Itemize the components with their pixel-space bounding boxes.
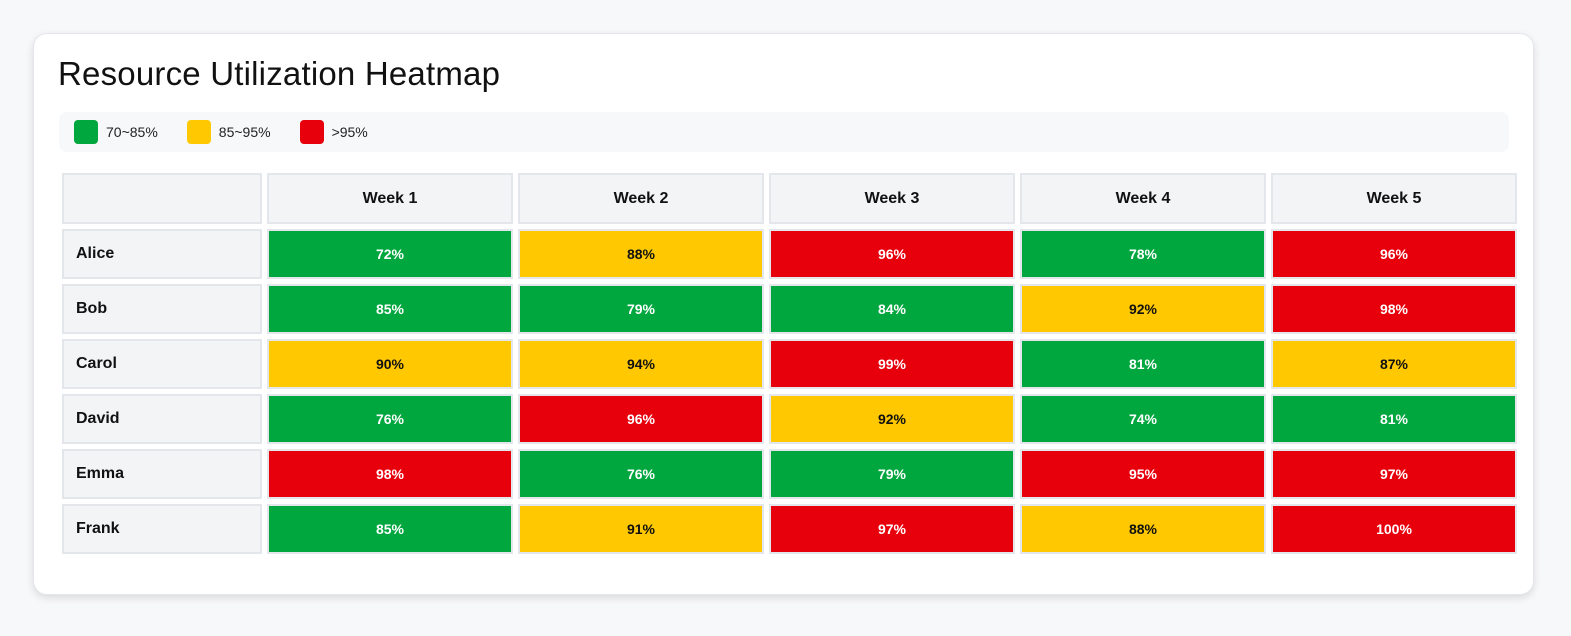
heatmap-cell: 90% — [267, 339, 513, 389]
column-header-week-5: Week 5 — [1271, 173, 1517, 224]
heatmap-cell: 98% — [1271, 284, 1517, 334]
heatmap-cell: 88% — [1020, 504, 1266, 554]
heatmap-card: Resource Utilization Heatmap 70~85% 85~9… — [33, 33, 1534, 595]
header-row: Week 1 Week 2 Week 3 Week 4 Week 5 — [62, 173, 1517, 224]
row-header-david: David — [62, 394, 262, 444]
legend: 70~85% 85~95% >95% — [59, 112, 1509, 152]
heatmap-cell: 85% — [267, 504, 513, 554]
column-header-week-1: Week 1 — [267, 173, 513, 224]
heatmap-cell: 97% — [1271, 449, 1517, 499]
legend-label-high: >95% — [331, 124, 368, 140]
table-row: Carol 90% 94% 99% 81% 87% — [62, 339, 1517, 389]
row-header-alice: Alice — [62, 229, 262, 279]
legend-swatch-mid — [186, 120, 211, 144]
legend-swatch-low — [74, 120, 98, 144]
heatmap-cell: 87% — [1271, 339, 1517, 389]
heatmap-cell: 76% — [518, 449, 764, 499]
heatmap-cell: 92% — [1020, 284, 1266, 334]
row-header-carol: Carol — [62, 339, 262, 389]
heatmap-cell: 88% — [518, 229, 764, 279]
table-row: Emma 98% 76% 79% 95% 97% — [62, 449, 1517, 499]
heatmap-cell: 96% — [1271, 229, 1517, 279]
table-row: Alice 72% 88% 96% 78% 96% — [62, 229, 1517, 279]
column-header-week-4: Week 4 — [1020, 173, 1266, 224]
heatmap-cell: 72% — [267, 229, 513, 279]
heatmap-cell: 76% — [267, 394, 513, 444]
heatmap-cell: 99% — [769, 339, 1015, 389]
legend-item-low: 70~85% — [74, 120, 158, 144]
heatmap-cell: 97% — [769, 504, 1015, 554]
heatmap-cell: 81% — [1020, 339, 1266, 389]
column-header-week-2: Week 2 — [518, 173, 764, 224]
heatmap-cell: 95% — [1020, 449, 1266, 499]
column-header-week-3: Week 3 — [769, 173, 1015, 224]
table-row: Frank 85% 91% 97% 88% 100% — [62, 504, 1517, 554]
heatmap-cell: 74% — [1020, 394, 1266, 444]
heatmap-cell: 79% — [518, 284, 764, 334]
heatmap-body: Alice 72% 88% 96% 78% 96% Bob 85% 79% 84% 92% 98% Ca… — [62, 229, 1517, 554]
legend-item-mid: 85~95% — [186, 120, 271, 144]
heatmap-cell: 94% — [518, 339, 764, 389]
corner-cell — [62, 173, 262, 224]
row-header-frank: Frank — [62, 504, 262, 554]
chart-title: Resource Utilization Heatmap — [58, 55, 501, 92]
heatmap-cell: 96% — [769, 229, 1015, 279]
heatmap-cell: 98% — [267, 449, 513, 499]
heatmap-cell: 84% — [769, 284, 1015, 334]
heatmap-cell: 78% — [1020, 229, 1266, 279]
legend-label-low: 70~85% — [106, 124, 158, 140]
row-header-emma: Emma — [62, 449, 262, 499]
legend-label-mid: 85~95% — [218, 124, 271, 140]
heatmap-cell: 92% — [769, 394, 1015, 444]
legend-swatch-high — [299, 120, 324, 144]
table-row: Bob 85% 79% 84% 92% 98% — [62, 284, 1517, 334]
table-row: David 76% 96% 92% 74% 81% — [62, 394, 1517, 444]
heatmap-table: Week 1 Week 2 Week 3 Week 4 Week 5 Alice… — [57, 168, 1522, 559]
row-header-bob: Bob — [62, 284, 262, 334]
heatmap-cell: 91% — [518, 504, 764, 554]
heatmap-cell: 79% — [769, 449, 1015, 499]
legend-item-high: >95% — [299, 120, 368, 144]
heatmap-cell: 96% — [518, 394, 764, 444]
heatmap-cell: 100% — [1271, 504, 1517, 554]
heatmap-cell: 85% — [267, 284, 513, 334]
heatmap-cell: 81% — [1271, 394, 1517, 444]
